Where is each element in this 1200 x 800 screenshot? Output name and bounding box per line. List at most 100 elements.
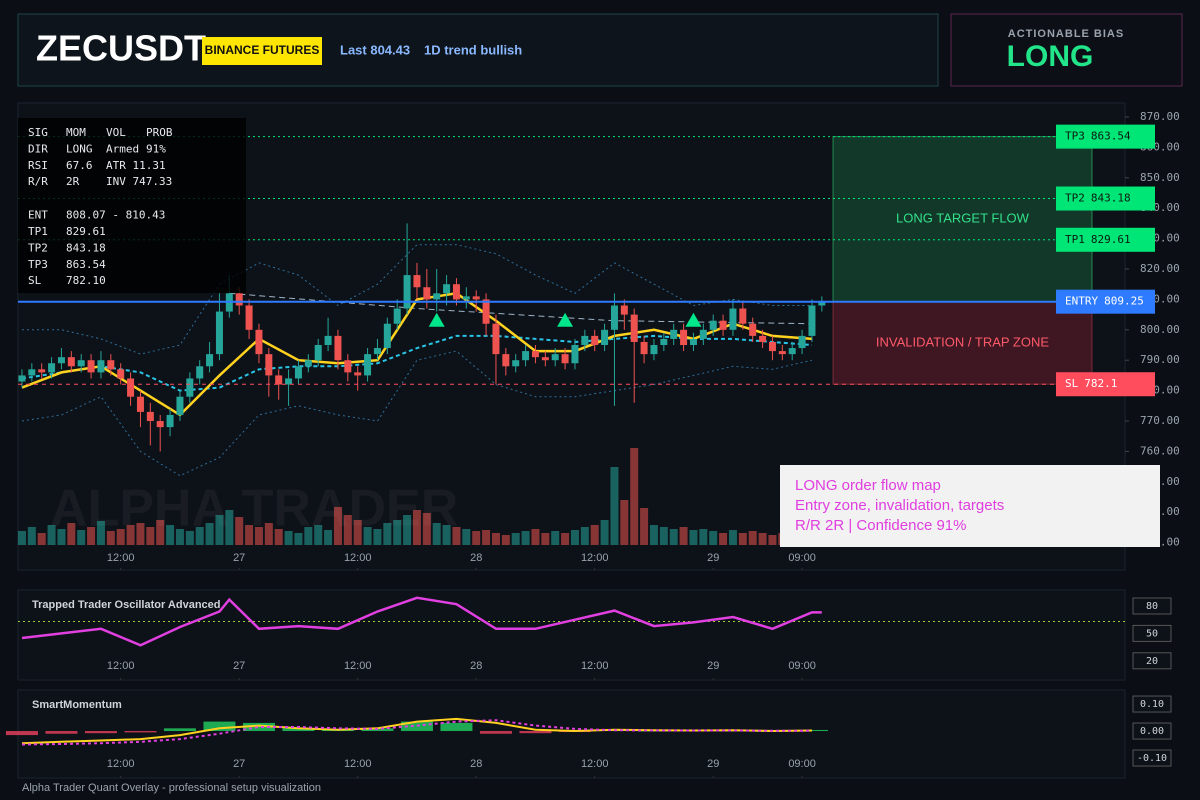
volume-bar (442, 525, 451, 545)
volume-bar (501, 535, 510, 545)
y-tick-box (1132, 722, 1172, 740)
volume-bar (758, 533, 767, 545)
bias: LONG (1007, 40, 1094, 73)
volume-bar (640, 508, 649, 545)
candle-body (680, 329, 688, 346)
x-tick-label: 27 (233, 660, 245, 672)
volume-bar (679, 527, 688, 545)
candle-body (610, 305, 618, 330)
x-tick-label: 28 (470, 552, 482, 564)
volume-bar (254, 527, 263, 545)
histogram-bar (163, 728, 196, 732)
level-name: TP3 (1065, 130, 1085, 143)
invalidation-zone (832, 301, 1093, 385)
candle-body (768, 341, 776, 352)
candle-body (591, 335, 599, 346)
candle-body (28, 369, 36, 376)
info-cell: 67.6 (66, 159, 93, 172)
y-tick-box (1132, 652, 1172, 670)
info-cell: TP1 (28, 225, 48, 238)
volume-bar (215, 515, 224, 545)
candle-body (482, 299, 490, 324)
exchange-badge (202, 37, 322, 65)
candle-body (117, 369, 125, 379)
candle-body (334, 335, 342, 361)
volume-bar (511, 533, 520, 545)
y-tick-box (1132, 624, 1172, 642)
y-tick-label: 0.00 (1140, 726, 1164, 737)
info-cell: TP3 (28, 258, 48, 271)
indicator-line (21, 719, 812, 746)
x-tick-label: 09:00 (788, 660, 816, 672)
candle-body (472, 296, 480, 300)
level-label: TP3 863.54 (1065, 130, 1131, 143)
candle-body (778, 351, 786, 355)
candle-body (749, 323, 757, 336)
candle-body (541, 357, 549, 361)
volume-bar (531, 529, 540, 545)
info-cell: Armed (106, 142, 139, 155)
candle-body (670, 329, 678, 339)
volume-bar (245, 525, 254, 545)
volume-bar (17, 531, 26, 545)
x-tick-label: 27 (233, 552, 245, 564)
volume-bar (264, 523, 273, 545)
y-tick-box (1132, 597, 1172, 615)
candle-body (354, 372, 362, 376)
volume-bar (87, 527, 96, 545)
candle-body (561, 354, 569, 364)
y-tick-box (1132, 695, 1172, 713)
candle-body (235, 293, 243, 306)
candle-body (57, 357, 65, 364)
candle-body (67, 357, 75, 367)
info-cell: SIG (28, 126, 48, 139)
y-tick-label: 0.10 (1140, 699, 1164, 710)
candle-body (413, 275, 421, 288)
level-badge (1056, 289, 1155, 314)
candle-body (275, 375, 283, 385)
candle-body (344, 360, 352, 373)
candle-body (304, 360, 312, 367)
candle-body (423, 287, 431, 300)
candle-body (324, 335, 332, 346)
volume-bar (324, 530, 333, 545)
x-tick-label: 12:00 (107, 552, 135, 564)
last-price: Last 804.43 (340, 42, 410, 57)
y-tick-label: 800.00 (1140, 323, 1180, 336)
volume-bar (768, 535, 777, 545)
info-cell: PROB (146, 126, 173, 139)
candle-body (176, 396, 184, 415)
candle-body (531, 351, 539, 358)
indicator-line (21, 350, 813, 477)
candle-body (739, 308, 747, 324)
candle-body (383, 323, 391, 349)
indicator-line (22, 244, 812, 355)
candle-body (689, 338, 697, 346)
y-tick-label: 770.00 (1140, 414, 1180, 427)
volume-bar (284, 531, 293, 545)
level-value: 809.25 (1104, 295, 1144, 308)
volume-bar (719, 533, 728, 545)
volume-bar (225, 510, 234, 545)
level-value: 843.18 (1091, 192, 1131, 205)
y-tick-label: 760.00 (1140, 444, 1180, 457)
candle-body (719, 320, 727, 330)
candle-body (215, 311, 223, 355)
candle-body (660, 338, 668, 346)
note-line: Entry zone, invalidation, targets (795, 497, 1004, 514)
volume-bar (462, 529, 471, 545)
volume-bar (166, 525, 175, 545)
x-tick-label: 12:00 (344, 552, 372, 564)
x-tick-label: 12:00 (344, 758, 372, 770)
volume-bar (126, 525, 135, 545)
candle-body (551, 354, 559, 361)
volume-bar (136, 523, 145, 545)
volume-bar (175, 529, 184, 545)
volume-bar (314, 525, 323, 545)
volume-bar (57, 529, 66, 545)
footer: Alpha Trader Quant Overlay - professiona… (22, 782, 321, 794)
volume-bar (393, 520, 402, 545)
volume-bar (185, 531, 194, 545)
info-cell: ATR 11.31 (106, 159, 166, 172)
